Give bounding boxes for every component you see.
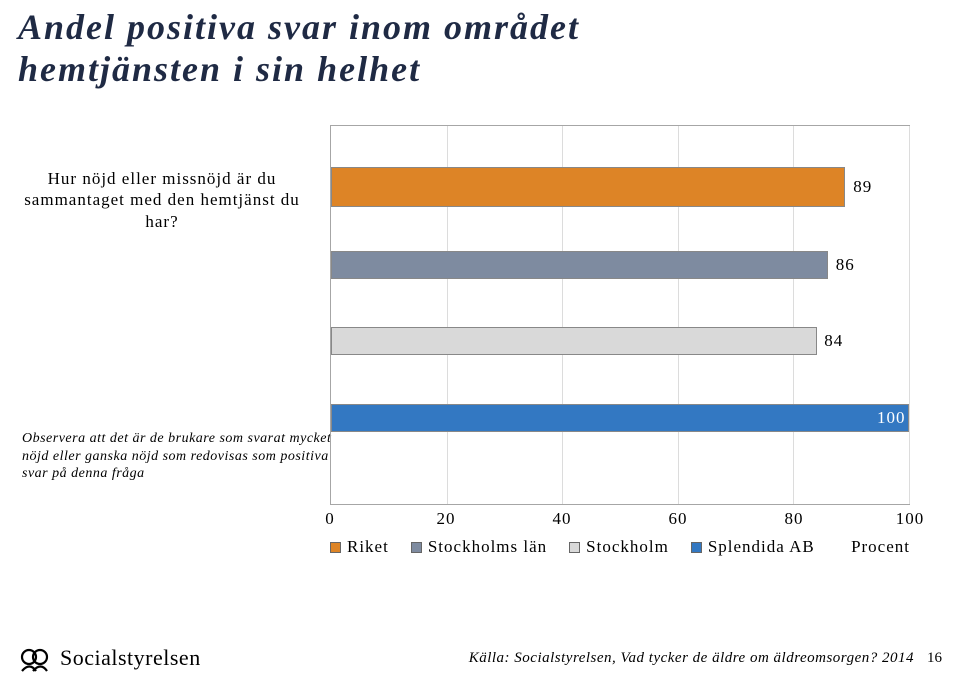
x-tick-label: 100 bbox=[896, 509, 925, 529]
legend-label: Splendida AB bbox=[708, 537, 815, 557]
bar-fill bbox=[331, 167, 845, 207]
bar-value-label: 86 bbox=[836, 255, 855, 275]
x-axis: 020406080100 bbox=[330, 505, 910, 525]
legend-item-stockholm: Stockholm bbox=[569, 537, 669, 557]
logo: Socialstyrelsen bbox=[18, 643, 201, 673]
legend-swatch bbox=[569, 542, 580, 553]
bar-chart: 89 86 84 100 020406080100 Riket Stockholms l… bbox=[330, 125, 910, 565]
title-line1: Andel positiva svar inom området bbox=[18, 7, 580, 47]
grid-line bbox=[909, 126, 910, 504]
x-tick-label: 0 bbox=[325, 509, 335, 529]
bar-stockholm: 84 bbox=[331, 327, 909, 355]
plot-area: 89 86 84 100 bbox=[330, 125, 910, 505]
legend-swatch bbox=[411, 542, 422, 553]
legend-item-splendida: Splendida AB bbox=[691, 537, 815, 557]
legend-swatch bbox=[691, 542, 702, 553]
bar-fill bbox=[331, 251, 828, 279]
logo-text: Socialstyrelsen bbox=[60, 645, 201, 671]
bar-fill bbox=[331, 327, 817, 355]
page-number: 16 bbox=[927, 650, 942, 667]
bar-riket: 89 bbox=[331, 167, 909, 207]
bar-fill bbox=[331, 404, 909, 432]
source-text: Källa: Socialstyrelsen, Vad tycker de äl… bbox=[469, 650, 914, 667]
bar-value-label: 89 bbox=[853, 177, 872, 197]
legend-label: Stockholm bbox=[586, 537, 669, 557]
x-tick-label: 20 bbox=[437, 509, 456, 529]
x-tick-label: 40 bbox=[553, 509, 572, 529]
page-title: Andel positiva svar inom området hemtjän… bbox=[18, 6, 580, 91]
bar-splendida: 100 bbox=[331, 404, 909, 432]
bar-value-label: 100 bbox=[877, 408, 906, 428]
legend-unit: Procent bbox=[851, 537, 910, 557]
bar-value-label: 84 bbox=[824, 331, 843, 351]
question-text: Hur nöjd eller missnöjd är du sammantage… bbox=[22, 168, 302, 232]
legend-label: Riket bbox=[347, 537, 389, 557]
footnote-text: Observera att det är de brukare som svar… bbox=[22, 430, 342, 483]
legend-swatch bbox=[330, 542, 341, 553]
legend-item-riket: Riket bbox=[330, 537, 389, 557]
x-tick-label: 60 bbox=[669, 509, 688, 529]
bar-lan: 86 bbox=[331, 251, 909, 279]
legend-label: Stockholms län bbox=[428, 537, 547, 557]
legend-item-lan: Stockholms län bbox=[411, 537, 547, 557]
title-line2: hemtjänsten i sin helhet bbox=[18, 49, 421, 89]
footer: Socialstyrelsen Källa: Socialstyrelsen, … bbox=[18, 633, 942, 673]
x-tick-label: 80 bbox=[785, 509, 804, 529]
legend: Riket Stockholms län Stockholm Splendida AB… bbox=[330, 537, 910, 557]
logo-icon bbox=[18, 643, 54, 673]
